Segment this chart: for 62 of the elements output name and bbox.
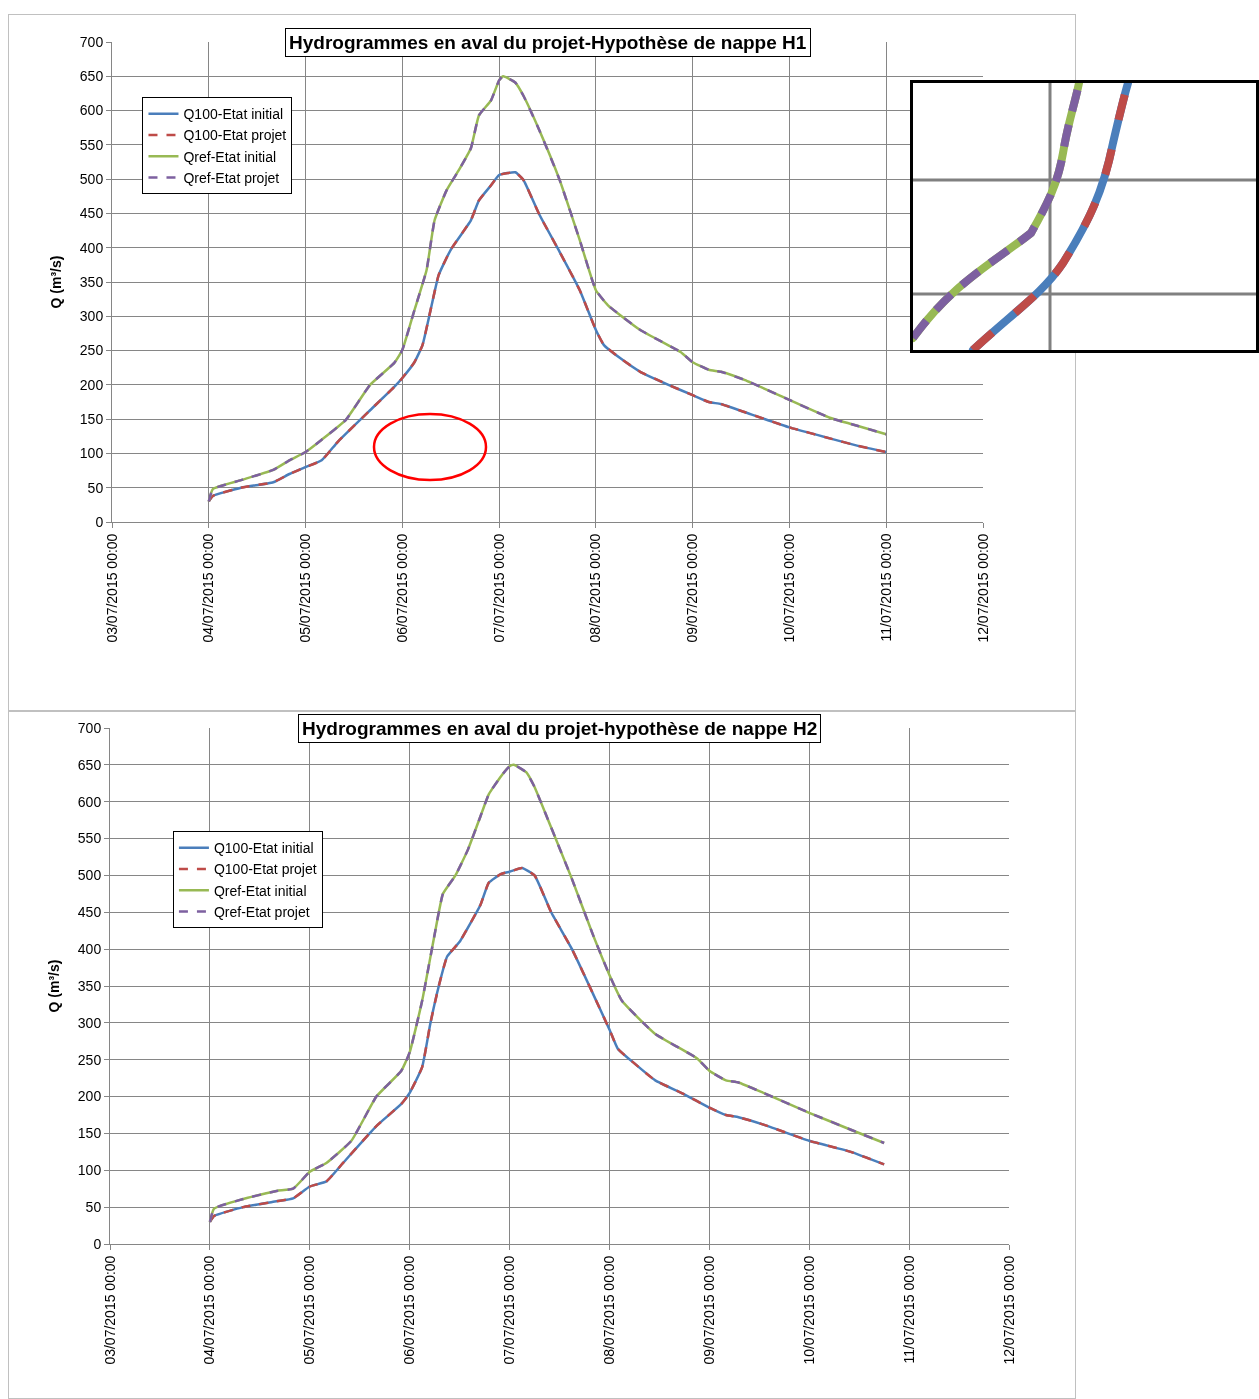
y-tick-label: 700 (77, 719, 102, 736)
x-tick-label: 03/07/2015 00:00 (103, 533, 120, 643)
x-tick-label: 05/07/2015 00:00 (297, 533, 314, 643)
y-tick-label: 250 (77, 1051, 102, 1068)
y-axis-title: Q (m³/s) (46, 959, 63, 1013)
y-tick-label: 150 (79, 411, 104, 428)
chart-title: Hydrogrammes en aval du projet-hypothèse de nappe H2 (302, 718, 818, 739)
y-tick-label: 150 (77, 1125, 102, 1142)
x-tick-label: 06/07/2015 00:00 (393, 533, 410, 643)
y-tick-label: 400 (79, 239, 104, 256)
legend-label: Qref-Etat initial (213, 882, 307, 899)
legend-label: Q100-Etat projet (183, 127, 287, 144)
y-tick-label: 550 (77, 830, 102, 847)
y-tick-label: 200 (77, 1088, 102, 1105)
y-tick-label: 0 (93, 1235, 102, 1252)
y-tick-label: 500 (79, 171, 104, 188)
x-tick-label: 03/07/2015 00:00 (101, 1255, 118, 1365)
y-tick-label: 650 (77, 756, 102, 773)
y-tick-label: 450 (77, 904, 102, 921)
legend-label: Q100-Etat initial (183, 106, 284, 123)
x-tick-label: 08/07/2015 00:00 (600, 1255, 617, 1365)
y-tick-label: 0 (95, 513, 104, 530)
y-tick-label: 50 (87, 479, 104, 496)
x-tick-label: 04/07/2015 00:00 (201, 1255, 218, 1365)
legend-label: Qref-Etat projet (183, 169, 280, 186)
x-tick-label: 06/07/2015 00:00 (401, 1255, 418, 1365)
y-tick-label: 400 (77, 941, 102, 958)
y-tick-label: 100 (77, 1162, 102, 1179)
legend-label: Q100-Etat initial (213, 840, 314, 857)
y-tick-label: 650 (79, 68, 104, 85)
x-tick-label: 10/07/2015 00:00 (800, 1255, 817, 1365)
x-tick-label: 05/07/2015 00:00 (301, 1255, 318, 1365)
x-tick-label: 09/07/2015 00:00 (700, 1255, 717, 1365)
legend-label: Qref-Etat projet (213, 903, 310, 920)
x-tick-label: 12/07/2015 00:00 (974, 533, 991, 643)
legend-label: Qref-Etat initial (183, 148, 277, 165)
y-tick-label: 450 (79, 205, 104, 222)
y-tick-label: 100 (79, 445, 104, 462)
y-tick-label: 600 (79, 102, 104, 119)
y-tick-label: 50 (85, 1199, 102, 1216)
y-tick-label: 500 (77, 867, 102, 884)
chart-title: Hydrogrammes en aval du projet-Hypothèse de nappe H1 (289, 32, 807, 53)
y-tick-label: 550 (79, 136, 104, 153)
x-tick-label: 10/07/2015 00:00 (780, 533, 797, 643)
y-axis-title: Q (m³/s) (48, 255, 65, 309)
x-tick-label: 04/07/2015 00:00 (200, 533, 217, 643)
x-tick-label: 11/07/2015 00:00 (877, 533, 894, 642)
x-tick-label: 12/07/2015 00:00 (1000, 1255, 1017, 1365)
y-tick-label: 350 (79, 273, 104, 290)
x-tick-label: 07/07/2015 00:00 (501, 1255, 518, 1365)
y-tick-label: 250 (79, 342, 104, 359)
x-tick-label: 11/07/2015 00:00 (900, 1255, 917, 1364)
y-tick-label: 200 (79, 376, 104, 393)
y-tick-label: 600 (77, 793, 102, 810)
y-tick-label: 300 (79, 308, 104, 325)
x-tick-label: 08/07/2015 00:00 (587, 533, 604, 643)
y-tick-label: 300 (77, 1014, 102, 1031)
y-tick-label: 350 (77, 977, 102, 994)
y-tick-label: 700 (79, 33, 104, 50)
x-tick-label: 09/07/2015 00:00 (684, 533, 701, 643)
x-tick-label: 07/07/2015 00:00 (490, 533, 507, 643)
legend-label: Q100-Etat projet (213, 861, 317, 878)
